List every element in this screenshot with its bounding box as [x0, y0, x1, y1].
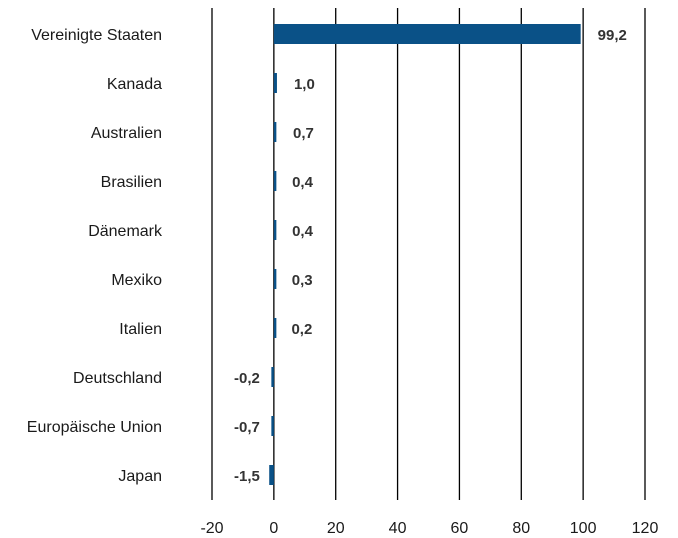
category-label: Deutschland	[73, 370, 162, 387]
data-label: 0,2	[291, 321, 312, 338]
x-tick-label: 120	[632, 520, 659, 537]
data-label: 0,7	[293, 125, 314, 142]
bar	[273, 220, 277, 240]
x-tick-label: 40	[389, 520, 407, 537]
data-label: -1,5	[234, 468, 260, 485]
category-label: Japan	[118, 468, 162, 485]
category-label: Europäische Union	[27, 419, 162, 436]
category-labels: Vereinigte Staaten Kanada Australien Brasil…	[27, 27, 163, 485]
x-tick-label: 60	[451, 520, 469, 537]
bar	[273, 73, 277, 93]
data-label: 99,2	[598, 27, 627, 44]
x-tick-labels: -20 0 20 40 60 80 100 120	[200, 520, 658, 537]
category-label: Mexiko	[111, 272, 162, 289]
bar	[273, 122, 277, 142]
bar	[273, 24, 581, 44]
data-label: -0,2	[234, 370, 260, 387]
data-label: 0,3	[292, 272, 313, 289]
category-label: Dänemark	[88, 223, 163, 240]
bar	[273, 171, 277, 191]
category-label: Australien	[91, 125, 162, 142]
bar	[269, 465, 274, 485]
category-label: Brasilien	[101, 174, 162, 191]
x-tick-label: 20	[327, 520, 345, 537]
bar	[273, 318, 277, 338]
x-tick-label: 80	[512, 520, 530, 537]
bar	[271, 416, 274, 436]
data-label: 0,4	[292, 223, 314, 240]
data-labels: 99,2 1,0 0,7 0,4 0,4 0,3 0,2 -0,2 -0,7 -1,5	[234, 27, 627, 485]
bar	[271, 367, 274, 387]
category-label: Kanada	[107, 76, 162, 93]
category-label: Italien	[119, 321, 162, 338]
x-tick-label: 100	[570, 520, 597, 537]
bars	[269, 24, 581, 485]
bar	[273, 269, 277, 289]
x-tick-label: 0	[269, 520, 278, 537]
category-label: Vereinigte Staaten	[31, 27, 162, 44]
data-label: 0,4	[292, 174, 314, 191]
x-tick-label: -20	[200, 520, 223, 537]
data-label: 1,0	[294, 76, 315, 93]
data-label: -0,7	[234, 419, 260, 436]
